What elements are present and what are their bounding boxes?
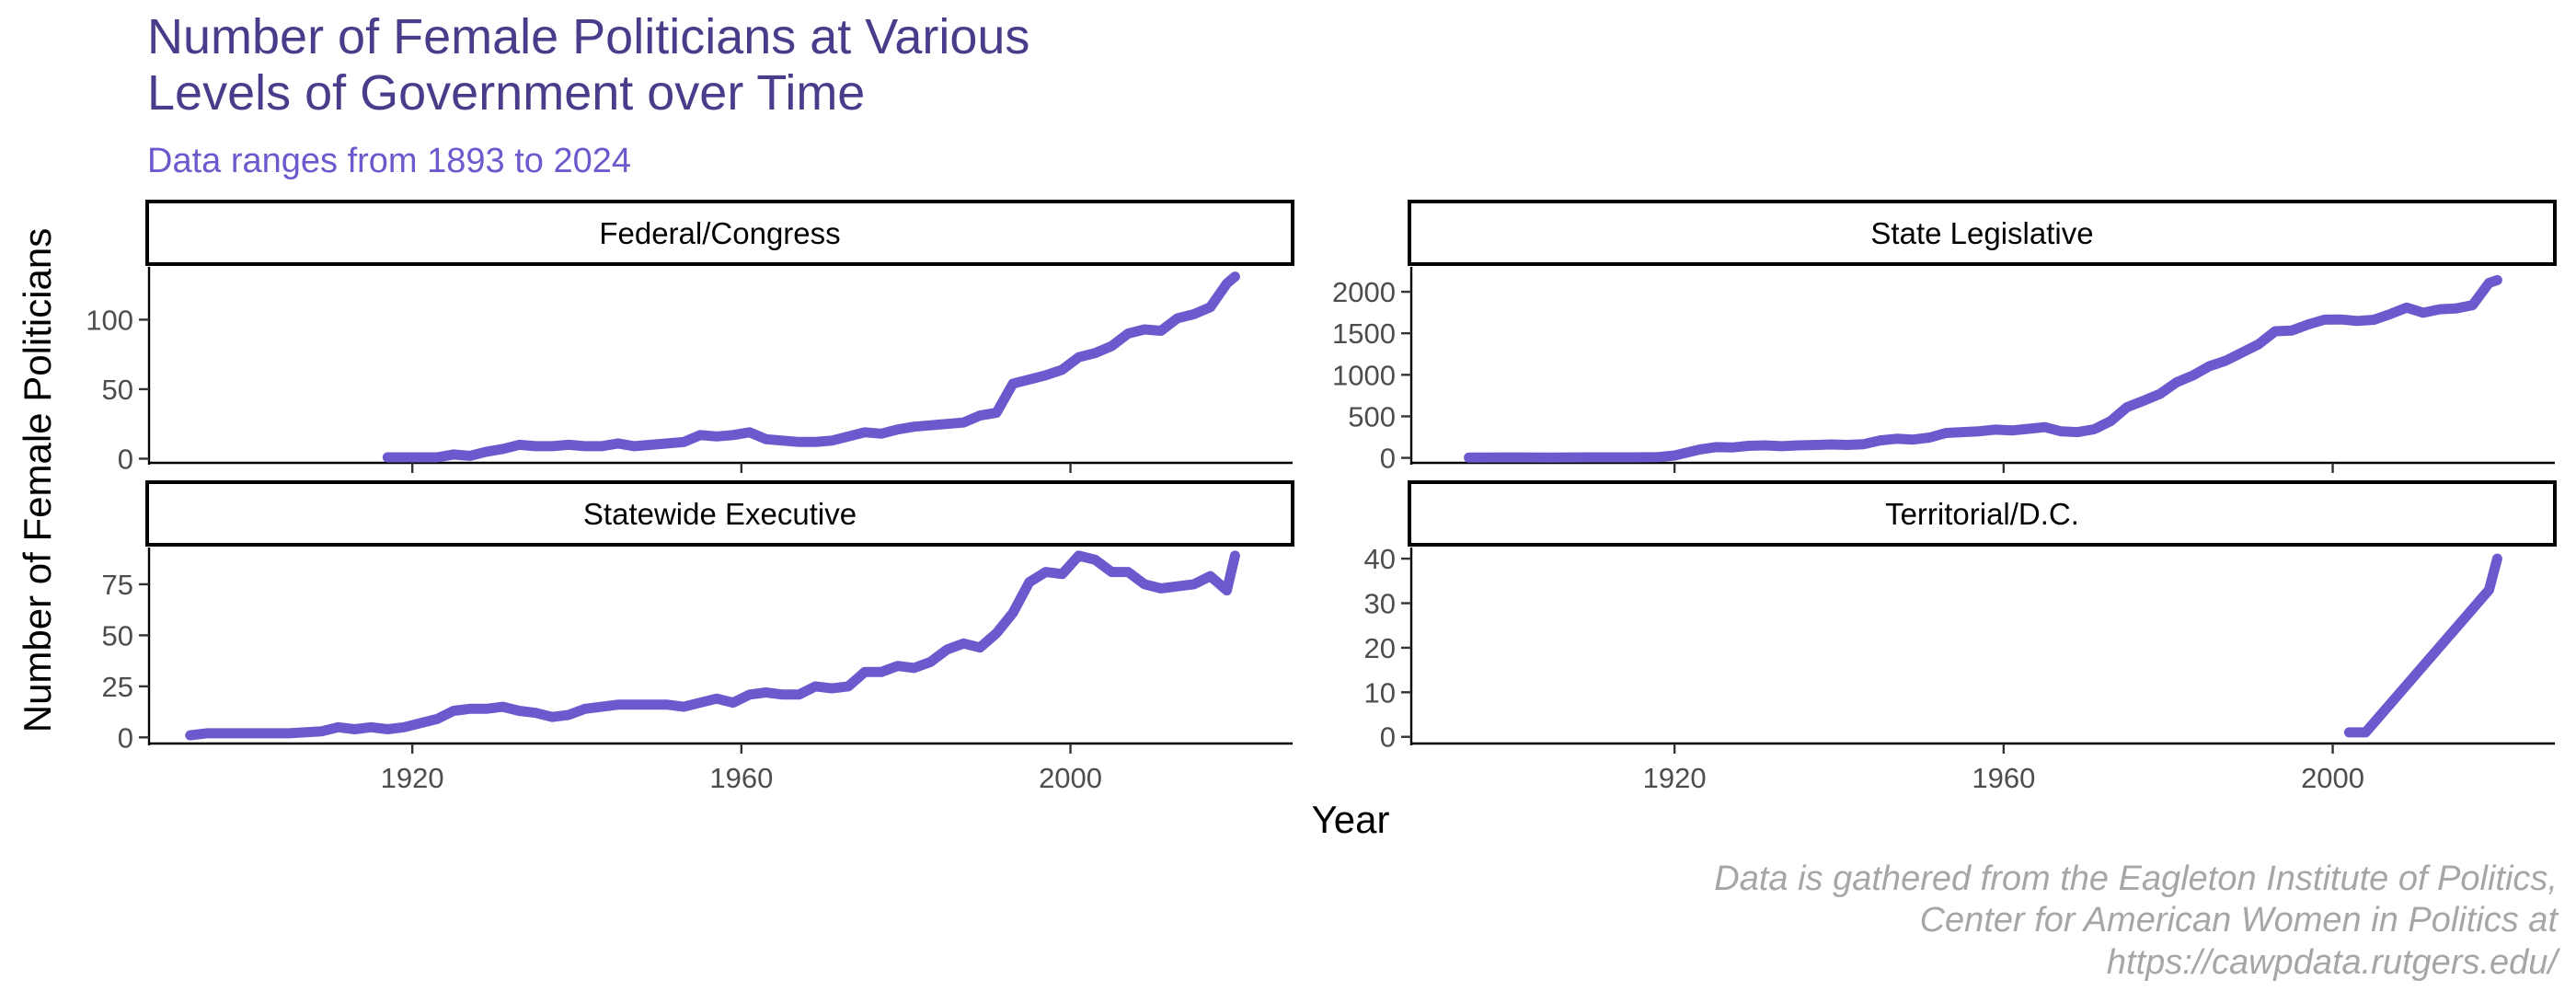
x-tick-label-statewide-executive-1920: 1920 bbox=[381, 762, 444, 794]
strip-label-federal-congress: Federal/Congress bbox=[599, 216, 840, 250]
x-tick-label-statewide-executive-1960: 1960 bbox=[709, 762, 773, 794]
x-tick-label-territorial-d-c-1920: 1920 bbox=[1643, 762, 1707, 794]
x-tick-label-territorial-d-c-2000: 2000 bbox=[2301, 762, 2364, 794]
strip-label-statewide-executive: Statewide Executive bbox=[583, 497, 857, 531]
y-tick-label-territorial-d-c-0: 0 bbox=[1380, 721, 1396, 754]
y-tick-label-federal-congress-100: 100 bbox=[86, 304, 133, 336]
series-line-statewide-executive bbox=[190, 556, 1236, 735]
x-axis-title: Year bbox=[1312, 798, 1390, 841]
y-tick-label-territorial-d-c-40: 40 bbox=[1364, 543, 1396, 575]
x-tick-label-statewide-executive-2000: 2000 bbox=[1039, 762, 1102, 794]
y-tick-label-territorial-d-c-30: 30 bbox=[1364, 588, 1396, 620]
x-tick-label-territorial-d-c-1960: 1960 bbox=[1972, 762, 2035, 794]
caption-line-2: Center for American Women in Politics at bbox=[1920, 901, 2559, 940]
y-tick-label-statewide-executive-50: 50 bbox=[102, 619, 133, 651]
series-line-territorial-d-c bbox=[2349, 559, 2497, 732]
y-tick-label-state-legislative-0: 0 bbox=[1380, 443, 1396, 475]
caption-line-3: https://cawpdata.rutgers.edu/ bbox=[2107, 943, 2561, 982]
y-tick-label-statewide-executive-25: 25 bbox=[102, 671, 133, 703]
y-tick-label-federal-congress-50: 50 bbox=[102, 374, 133, 406]
panel-statewide-executive: Statewide Executive 0 25 50 75 1920 1960 2000 bbox=[102, 482, 1293, 794]
caption-line-1: Data is gathered from the Eagleton Insti… bbox=[1714, 859, 2558, 898]
y-axis-title: Number of Female Politicians bbox=[16, 228, 59, 733]
chart-subtitle: Data ranges from 1893 to 2024 bbox=[147, 142, 631, 180]
strip-label-territorial-d-c: Territorial/D.C. bbox=[1885, 497, 2079, 531]
chart-title-line-2: Levels of Government over Time bbox=[147, 65, 865, 121]
series-line-federal-congress bbox=[387, 277, 1235, 457]
y-tick-label-state-legislative-2000: 2000 bbox=[1332, 276, 1396, 308]
strip-label-state-legislative: State Legislative bbox=[1870, 216, 2093, 250]
y-tick-label-statewide-executive-75: 75 bbox=[102, 569, 133, 601]
chart-title-line-1: Number of Female Politicians at Various bbox=[147, 9, 1029, 64]
panel-federal-congress: Federal/Congress 0 50 100 bbox=[86, 202, 1293, 475]
y-tick-label-state-legislative-1500: 1500 bbox=[1332, 317, 1396, 350]
panel-state-legislative: State Legislative 0 500 1000 1500 2000 bbox=[1332, 202, 2555, 475]
y-tick-label-statewide-executive-0: 0 bbox=[118, 721, 133, 754]
y-tick-label-state-legislative-1000: 1000 bbox=[1332, 359, 1396, 391]
series-line-state-legislative bbox=[1469, 280, 2498, 457]
y-tick-label-territorial-d-c-10: 10 bbox=[1364, 676, 1396, 709]
panel-territorial-d-c: Territorial/D.C. 0 10 20 30 40 1920 1960 2000 bbox=[1364, 482, 2555, 794]
y-tick-label-territorial-d-c-20: 20 bbox=[1364, 632, 1396, 664]
y-tick-label-state-legislative-500: 500 bbox=[1348, 400, 1396, 432]
y-tick-label-federal-congress-0: 0 bbox=[118, 443, 133, 475]
